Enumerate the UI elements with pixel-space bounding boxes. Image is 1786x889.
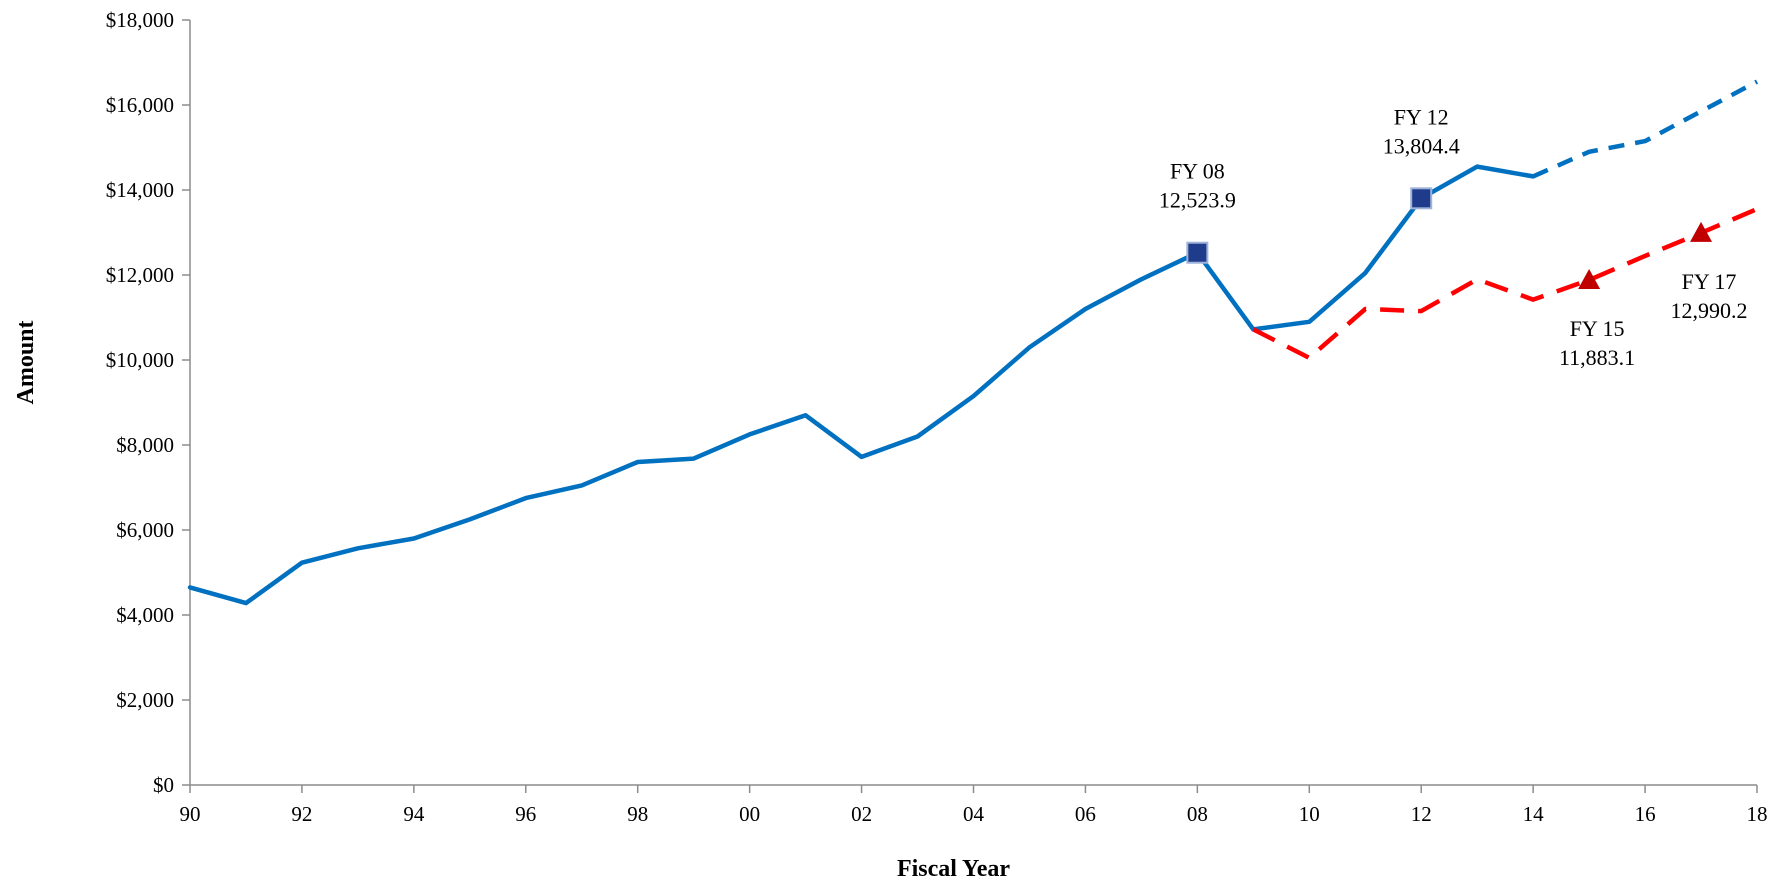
series-layer: [187, 79, 1759, 606]
x-axis-title: Fiscal Year: [897, 856, 1010, 882]
x-tick-label: 98: [627, 802, 648, 826]
y-tick-label: $18,000: [106, 8, 174, 32]
y-tick-label: $16,000: [106, 93, 174, 117]
x-tick-label: 90: [180, 802, 201, 826]
x-tick-label: 00: [739, 802, 760, 826]
x-tick-label: 14: [1523, 802, 1545, 826]
y-tick-label: $12,000: [106, 263, 174, 287]
annotation-line: 12,990.2: [1671, 298, 1748, 323]
marker-triangle: [1690, 221, 1713, 242]
x-tick-label: 04: [963, 802, 985, 826]
annotation-fy17: FY 17 12,990.2: [1671, 269, 1748, 323]
annotation-line: 13,804.4: [1383, 133, 1460, 158]
y-tick-label: $14,000: [106, 178, 174, 202]
x-tick-label: 92: [291, 802, 312, 826]
annotation-fy08: FY 08 12,523.9: [1159, 159, 1236, 213]
x-tick-label: 08: [1187, 802, 1208, 826]
annotation-line: FY 15: [1570, 316, 1625, 341]
marker-square: [1186, 241, 1209, 264]
y-tick-label: $2,000: [116, 688, 174, 712]
y-tick-label: $8,000: [116, 433, 174, 457]
y-tick-label: $10,000: [106, 348, 174, 372]
marker-layer: [1186, 187, 1713, 289]
series-line-1: [187, 164, 1536, 606]
annotation-line: 12,523.9: [1159, 188, 1236, 213]
annotation-line: FY 08: [1170, 159, 1225, 184]
annotation-fy15: FY 15 11,883.1: [1559, 316, 1635, 370]
x-tick-label: 02: [851, 802, 872, 826]
series-line-3: [1252, 207, 1758, 361]
x-tick-label: 06: [1075, 802, 1096, 826]
axes: [189, 20, 1757, 786]
marker-triangle: [1578, 268, 1601, 289]
y-tick-label: $0: [153, 773, 174, 797]
annotation-line: FY 12: [1394, 104, 1449, 129]
annotation-line: FY 17: [1682, 269, 1737, 294]
y-axis-title: Amount: [13, 320, 39, 404]
y-axis-ticks: $0 $2,000 $4,000 $6,000 $8,000 $10,000 $12,000…: [106, 8, 190, 797]
marker-square: [1410, 187, 1433, 210]
x-tick-label: 96: [515, 802, 536, 826]
series-line-2: [1532, 79, 1759, 179]
x-tick-label: 10: [1299, 802, 1320, 826]
y-tick-label: $6,000: [116, 518, 174, 542]
x-tick-label: 18: [1747, 802, 1768, 826]
x-tick-label: 94: [403, 802, 425, 826]
x-axis-ticks: 90 92 94 96 98 00 02 04 06 08 10 12 14 16 18: [180, 785, 1768, 826]
annotation-line: 11,883.1: [1559, 345, 1635, 370]
y-tick-label: $4,000: [116, 603, 174, 627]
x-tick-label: 16: [1635, 802, 1656, 826]
x-tick-label: 12: [1411, 802, 1432, 826]
annotation-fy12: FY 12 13,804.4: [1383, 104, 1460, 158]
